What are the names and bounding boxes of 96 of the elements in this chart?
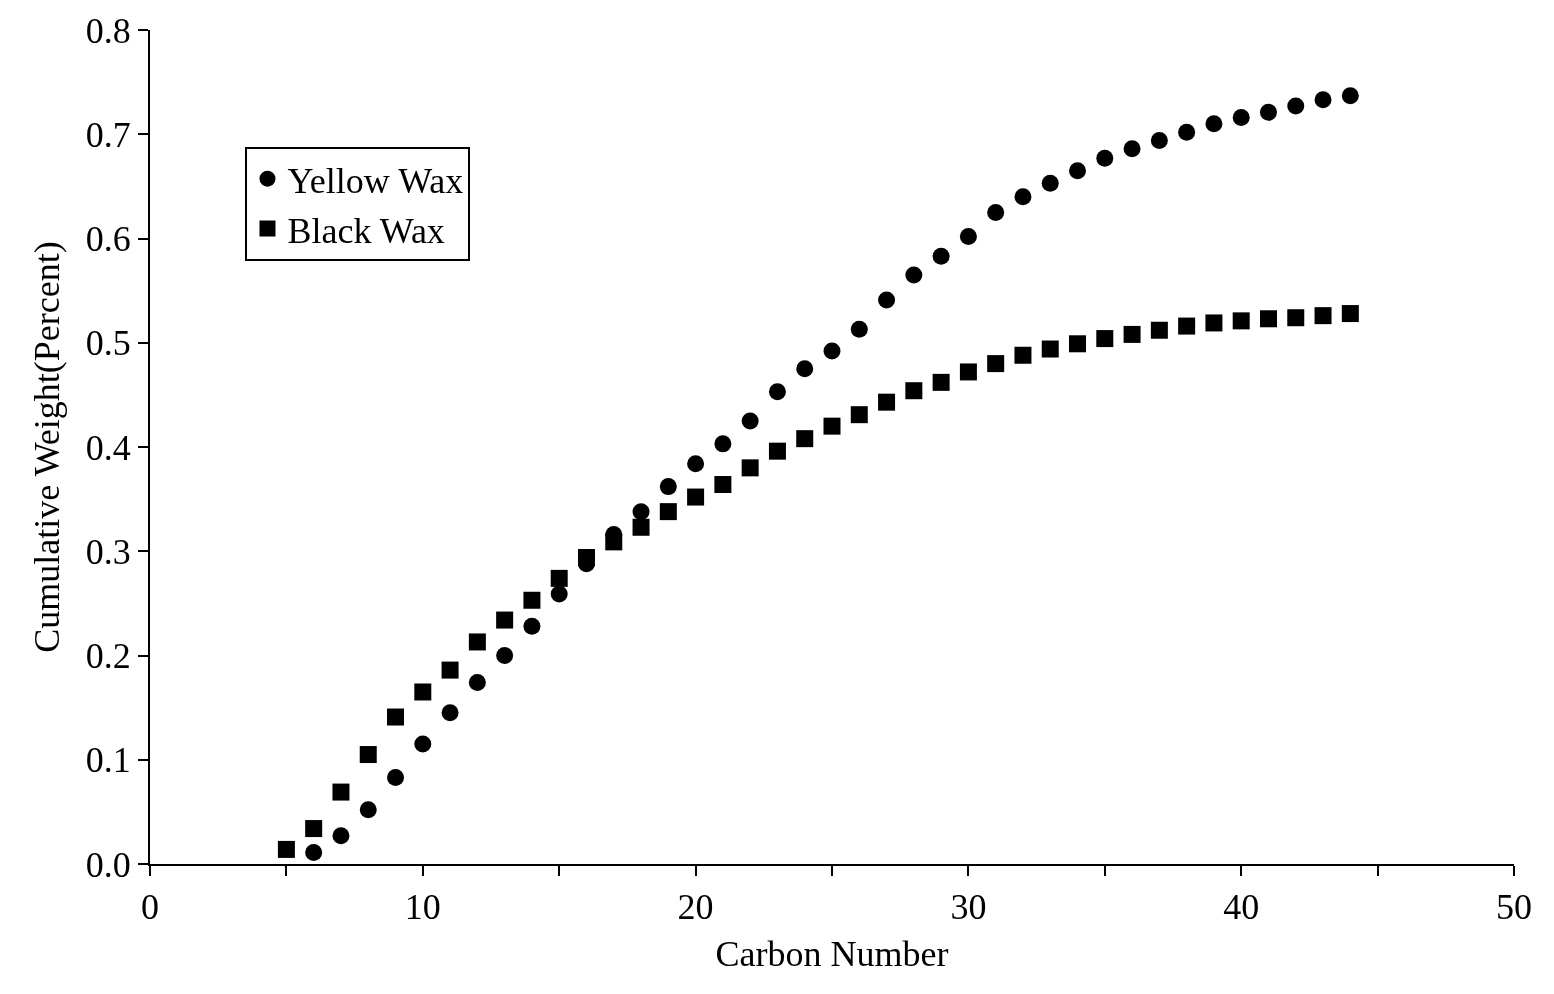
point <box>687 488 705 506</box>
point <box>605 533 623 551</box>
point <box>850 320 868 338</box>
y-tick-label: 0.2 <box>85 636 131 677</box>
y-tick-label: 0.5 <box>85 323 131 364</box>
point <box>1205 314 1223 332</box>
x-tick-label: 0 <box>141 887 159 928</box>
point <box>741 459 759 477</box>
point <box>959 363 977 381</box>
point <box>878 393 896 411</box>
x-tick-label: 40 <box>1223 887 1260 928</box>
y-axis-title: Cumulative Weight(Percent) <box>27 241 68 653</box>
point <box>277 840 295 858</box>
point <box>987 355 1005 373</box>
point <box>796 430 814 448</box>
point <box>359 746 377 764</box>
point <box>1178 317 1196 335</box>
y-tick-label: 0.6 <box>85 219 131 260</box>
point <box>387 708 405 726</box>
point <box>550 569 568 587</box>
point <box>632 518 650 536</box>
y-tick-label: 0.1 <box>85 740 131 781</box>
point <box>932 373 950 391</box>
point <box>441 661 459 679</box>
point <box>387 768 405 786</box>
point <box>1232 109 1250 127</box>
point <box>1341 87 1359 105</box>
point <box>741 412 759 430</box>
y-tick-label: 0.7 <box>85 114 131 155</box>
point <box>1178 123 1196 141</box>
point <box>1069 162 1087 180</box>
point <box>796 360 814 378</box>
x-tick-label: 50 <box>1496 887 1532 928</box>
point <box>1232 312 1250 330</box>
point <box>987 203 1005 221</box>
point <box>414 735 432 753</box>
point <box>1314 91 1332 109</box>
point <box>332 783 350 801</box>
y-tick-label: 0.3 <box>85 531 131 572</box>
point <box>687 455 705 473</box>
point <box>1096 149 1114 167</box>
point <box>1150 132 1168 149</box>
point <box>714 476 732 494</box>
point <box>1205 115 1223 133</box>
point <box>577 549 595 567</box>
y-tick-label: 0.0 <box>85 844 131 885</box>
point <box>1287 309 1305 327</box>
y-tick-label: 0.4 <box>85 427 131 468</box>
point <box>1314 307 1332 325</box>
point <box>959 227 977 245</box>
point <box>659 503 677 521</box>
x-axis-title: Carbon Number <box>715 934 949 975</box>
point <box>496 611 514 629</box>
point <box>414 683 432 701</box>
point <box>441 704 459 722</box>
y-tick-label: 0.8 <box>85 10 131 51</box>
x-tick-label: 10 <box>404 887 441 928</box>
point <box>1096 330 1114 348</box>
point <box>932 247 950 265</box>
point <box>823 342 841 360</box>
point <box>496 647 514 664</box>
point <box>523 617 541 635</box>
legend-label: Yellow Wax <box>287 160 464 201</box>
point <box>905 382 923 400</box>
point <box>359 801 377 819</box>
point <box>1341 305 1359 323</box>
point <box>850 406 868 424</box>
point <box>1069 335 1087 353</box>
point <box>1014 346 1032 364</box>
point <box>1014 188 1032 206</box>
point <box>1123 140 1141 158</box>
point <box>332 827 350 845</box>
point <box>468 674 486 692</box>
point <box>305 820 323 838</box>
point <box>878 291 896 309</box>
point <box>659 478 677 496</box>
x-tick-label: 20 <box>677 887 714 928</box>
point <box>1123 325 1141 343</box>
point <box>768 442 786 460</box>
point <box>1041 340 1059 358</box>
point <box>305 844 323 862</box>
point <box>1287 97 1305 115</box>
point <box>905 266 923 284</box>
point <box>1259 310 1277 328</box>
point <box>468 633 486 651</box>
point <box>550 585 568 603</box>
point <box>1259 103 1277 121</box>
legend-label: Black Wax <box>287 210 445 251</box>
point <box>523 591 541 609</box>
point <box>823 417 841 435</box>
point <box>768 383 786 401</box>
point <box>1150 321 1168 339</box>
point <box>1041 174 1059 192</box>
x-tick-label: 30 <box>950 887 987 928</box>
point <box>632 503 650 521</box>
point <box>714 435 732 453</box>
